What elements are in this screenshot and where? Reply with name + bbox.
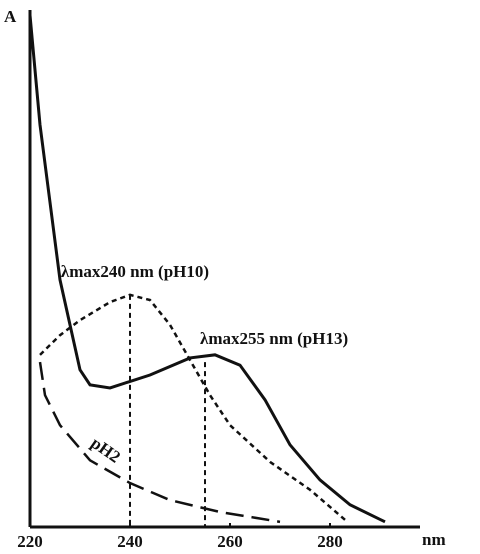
x-tick-label: 280	[317, 532, 343, 551]
x-axis-label: nm	[422, 530, 446, 549]
annotation: λmax240 nm (pH10)	[61, 262, 209, 281]
x-tick-label: 240	[117, 532, 143, 551]
annotation: λmax255 nm (pH13)	[200, 329, 348, 348]
x-tick-label: 220	[17, 532, 43, 551]
series-line	[38, 361, 281, 524]
series-line	[39, 293, 346, 521]
x-tick-label: 260	[217, 532, 243, 551]
y-axis-label: A	[4, 7, 17, 26]
